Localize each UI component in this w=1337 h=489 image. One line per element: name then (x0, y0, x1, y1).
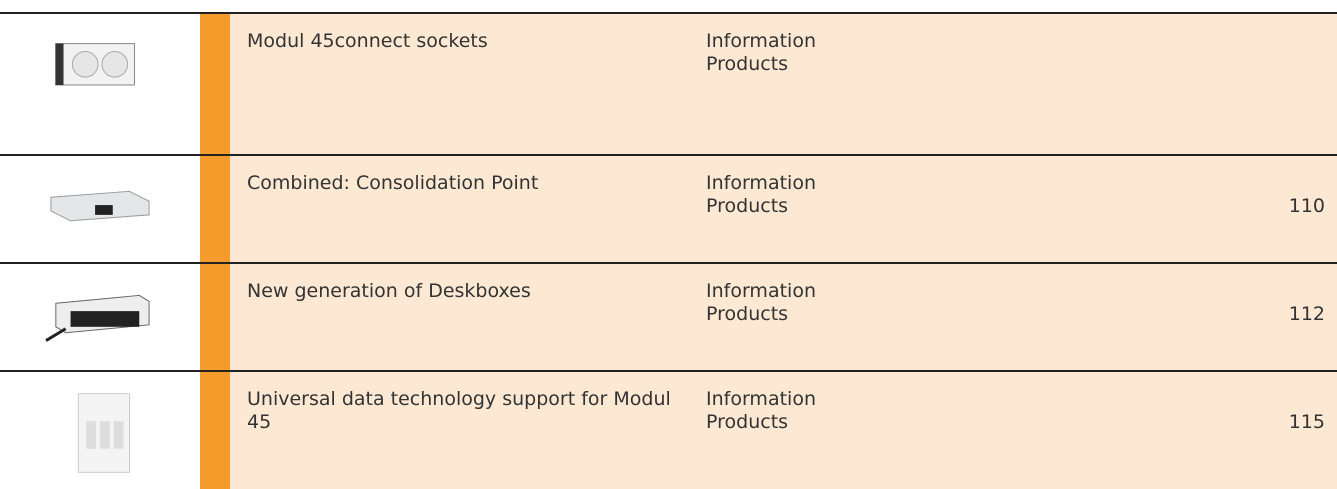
page-number: 115 (1288, 411, 1325, 433)
info-line: Products (706, 53, 789, 75)
info-line: Products (706, 411, 789, 433)
row-title: Combined: Consolidation Point (247, 172, 539, 194)
row-title: Universal data technology support for Mo… (247, 388, 671, 433)
table-row: New generation of Deskboxes Information P… (0, 262, 1337, 370)
product-image (77, 393, 130, 473)
product-image (45, 294, 150, 342)
band (230, 156, 1337, 262)
stripe (200, 264, 230, 370)
stripe (200, 14, 230, 154)
product-image (55, 43, 135, 86)
stripe (200, 156, 230, 262)
info-line: Products (706, 195, 789, 217)
page-number: 112 (1288, 303, 1325, 325)
stripe (200, 372, 230, 489)
info-line: Products (706, 303, 789, 325)
row-title: Modul 45connect sockets (247, 30, 488, 52)
table-row: Combined: Consolidation Point Informatio… (0, 154, 1337, 262)
info-line: Information (706, 30, 816, 52)
table-row: Modul 45connect sockets Information Produ… (0, 12, 1337, 154)
info-line: Information (706, 388, 816, 410)
info-line: Information (706, 172, 816, 194)
row-title: New generation of Deskboxes (247, 280, 531, 302)
product-image (50, 190, 150, 222)
band (230, 14, 1337, 154)
table-row: Universal data technology support for Mo… (0, 370, 1337, 489)
row-info: Information Products (706, 280, 816, 326)
band (230, 372, 1337, 489)
page-number: 110 (1288, 195, 1325, 217)
band (230, 264, 1337, 370)
row-info: Information Products (706, 30, 816, 76)
info-line: Information (706, 280, 816, 302)
row-info: Information Products (706, 172, 816, 218)
row-info: Information Products (706, 388, 816, 434)
